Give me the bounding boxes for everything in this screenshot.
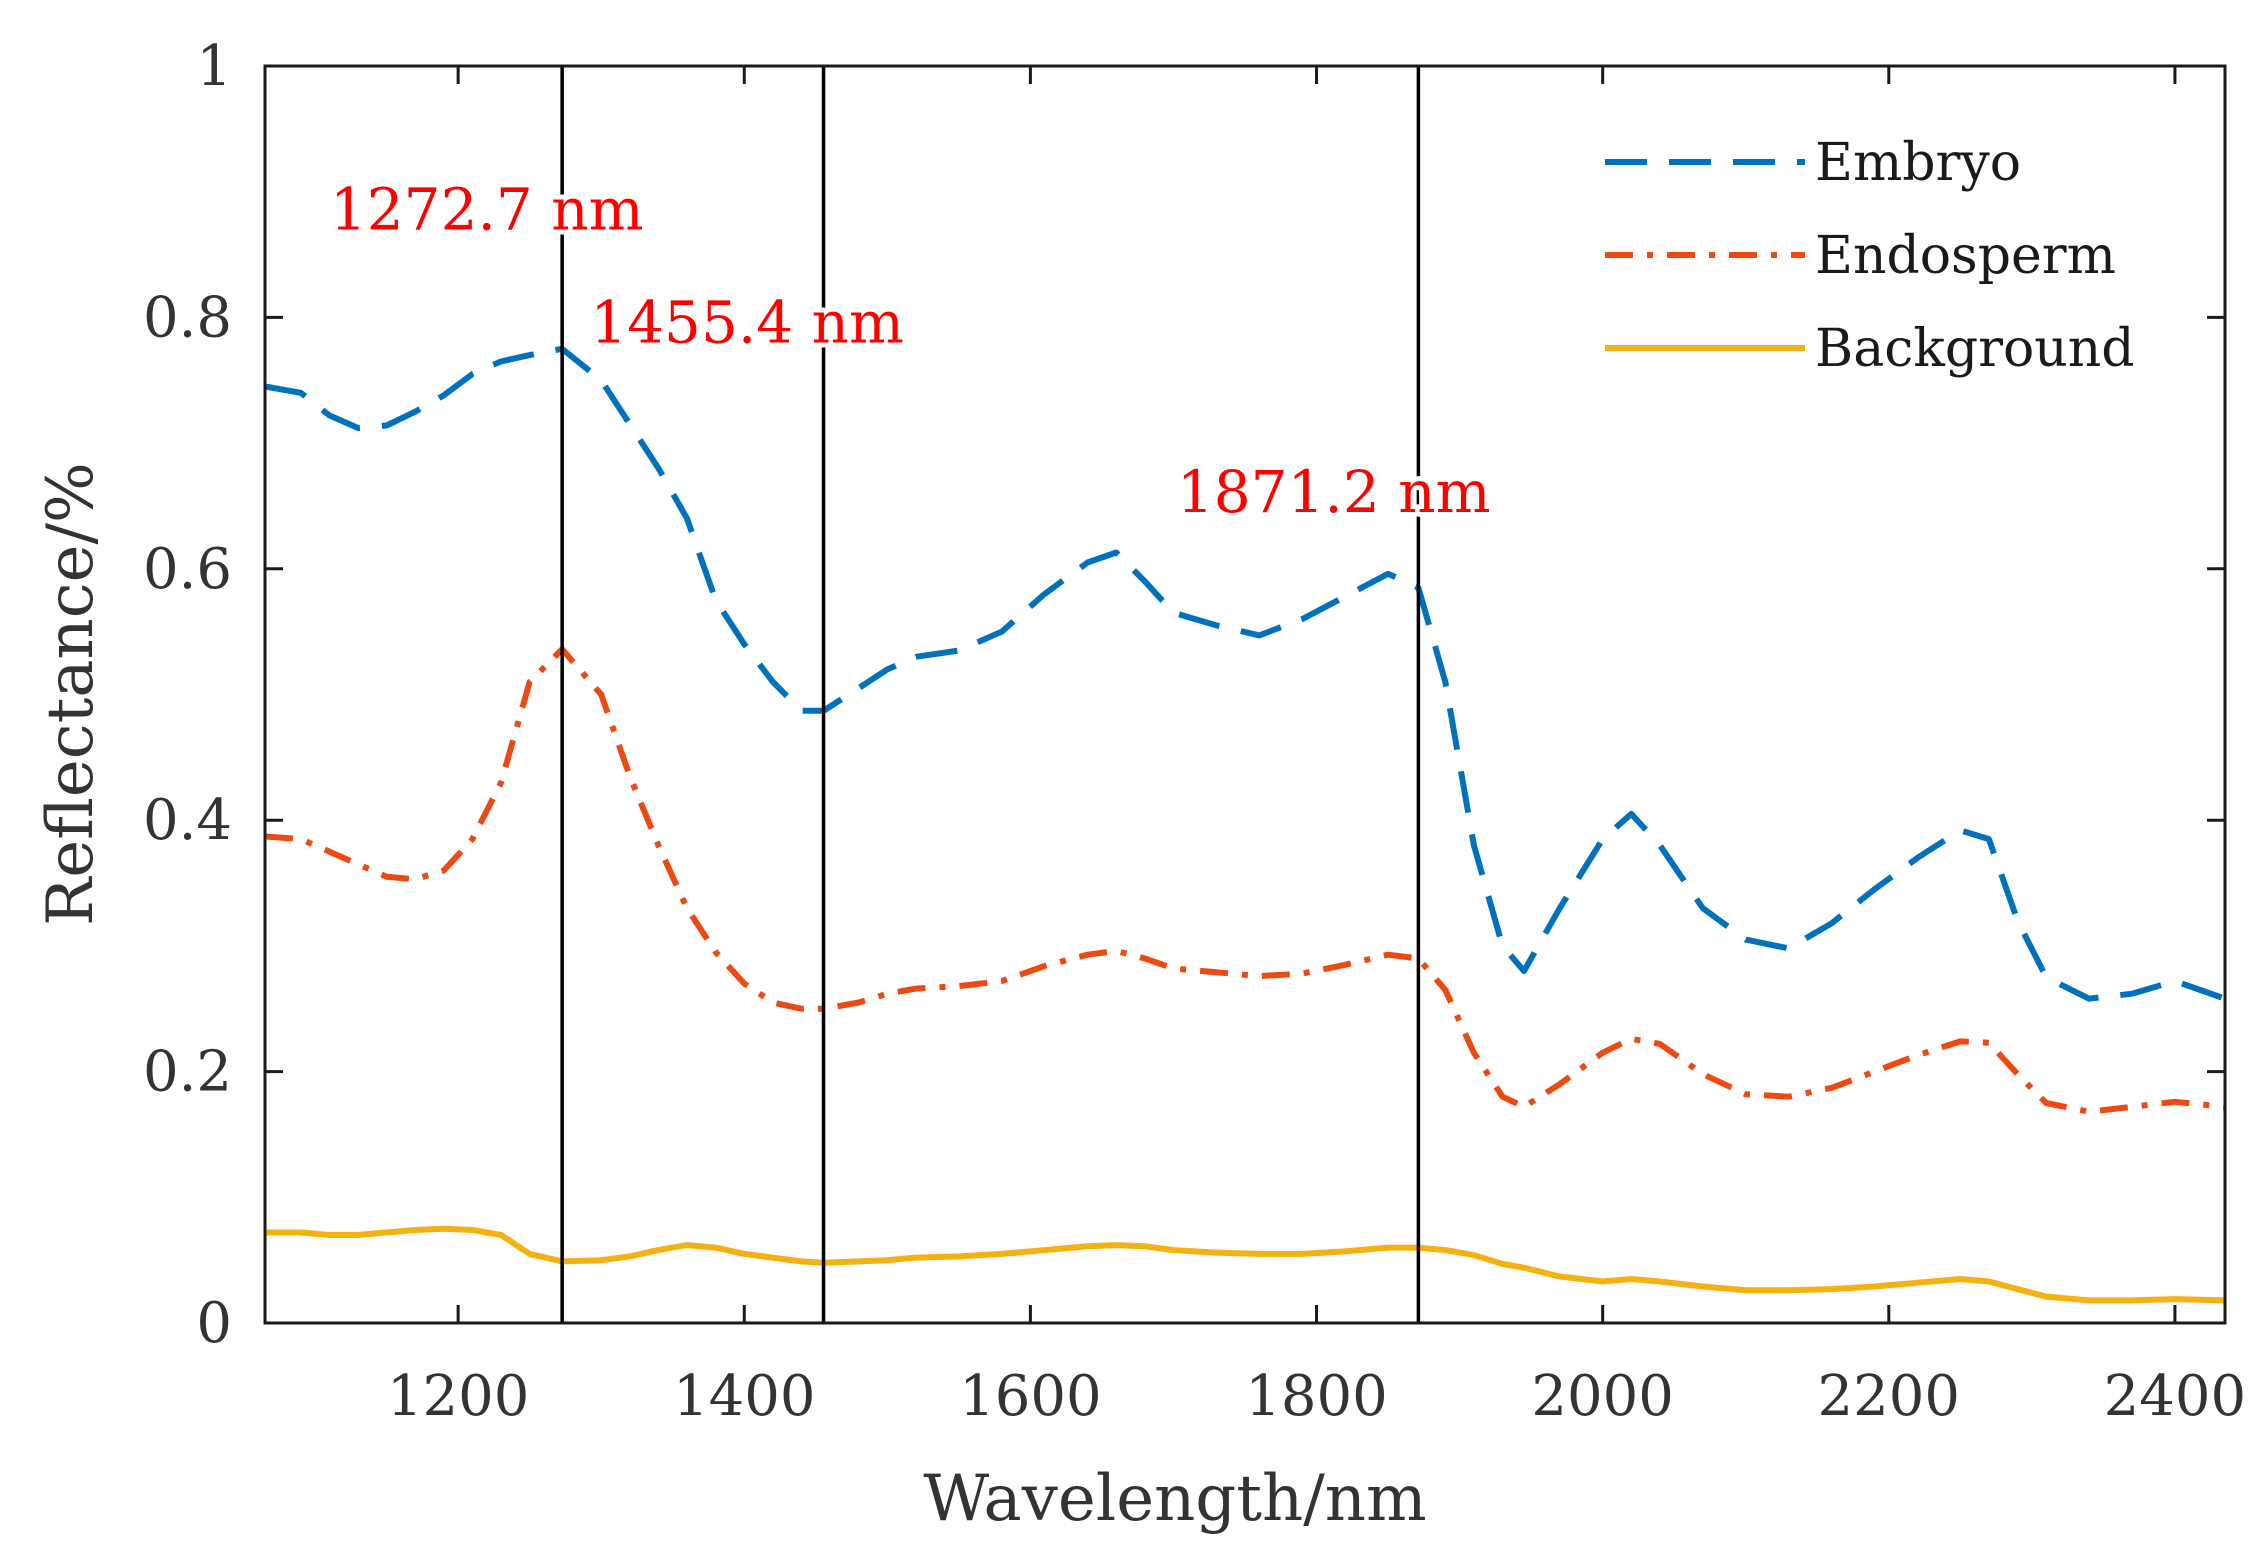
x-tick-label: 1600 [959, 1364, 1102, 1429]
annotation-labels: 1272.7 nm 1455.4 nm 1871.2 nm [325, 170, 1496, 531]
x-tick-label: 2200 [1818, 1364, 1961, 1429]
series-line-background [265, 1225, 2226, 1304]
y-tick-label: 0.4 [143, 788, 232, 853]
x-axis-title: Wavelength/nm [923, 1462, 1426, 1536]
x-tick-label: 1800 [1245, 1364, 1388, 1429]
legend: Embryo Endosperm Background [1605, 133, 2135, 379]
series-line-endosperm [264, 646, 2226, 1115]
plot-area [265, 66, 2225, 1323]
x-tick-label: 2000 [1531, 1364, 1674, 1429]
series-line-embryo [264, 345, 2226, 1002]
x-tick-label: 1200 [387, 1364, 530, 1429]
y-tick-label: 0.2 [143, 1040, 232, 1105]
annotation-label-1455-4-nm: 1455.4 nm [590, 289, 904, 357]
annotation-lines [560, 66, 1421, 1323]
series-layer [264, 345, 2226, 1304]
annotation-label-1871-2-nm: 1871.2 nm [1177, 458, 1491, 526]
legend-label-background: Background [1815, 319, 2135, 379]
y-tick-label: 1 [196, 34, 232, 99]
x-tick-label: 2400 [2104, 1364, 2247, 1429]
legend-label-endosperm: Endosperm [1815, 226, 2116, 286]
x-tick-label: 1400 [673, 1364, 816, 1429]
legend-label-embryo: Embryo [1815, 133, 2021, 193]
y-tick-label: 0.6 [143, 537, 232, 602]
y-axis-title: Reflectance/% [34, 462, 108, 926]
y-tick-label: 0.8 [143, 285, 232, 350]
annotation-label-1272-7-nm: 1272.7 nm [330, 175, 644, 243]
tick-layer: 1200 1400 1600 1800 2000 2200 2400 0 0.2 0.4 0.6 0.… [143, 34, 2246, 1429]
y-tick-label: 0 [196, 1291, 232, 1356]
plot-frame [263, 64, 2227, 1325]
